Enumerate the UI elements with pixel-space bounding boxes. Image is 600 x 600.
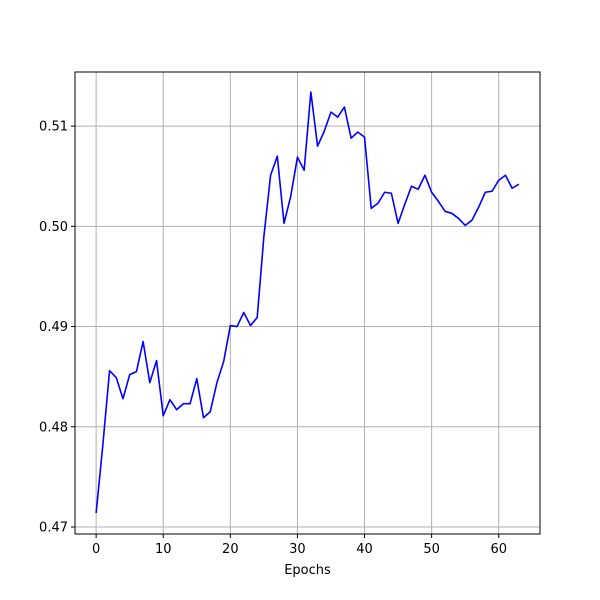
x-tick-label: 0 bbox=[92, 542, 100, 557]
x-tick-label: 30 bbox=[289, 542, 306, 557]
y-tick-label: 0.48 bbox=[39, 420, 68, 435]
series-layer bbox=[95, 91, 520, 514]
grid bbox=[75, 72, 540, 534]
y-axis: 0.47 0.48 0.49 0.50 0.51 bbox=[39, 120, 75, 535]
x-axis-label: Epochs bbox=[284, 563, 331, 578]
y-tick-label: 0.51 bbox=[39, 120, 68, 135]
x-tick-label: 20 bbox=[222, 542, 239, 557]
y-tick-label: 0.47 bbox=[39, 520, 68, 535]
x-tick-label: 10 bbox=[155, 542, 172, 557]
x-tick-label: 40 bbox=[356, 542, 373, 557]
y-tick-label: 0.49 bbox=[39, 320, 68, 335]
series-line bbox=[95, 91, 520, 514]
x-axis: 0 10 20 30 40 50 60 bbox=[92, 534, 507, 557]
plot-frame bbox=[74, 71, 541, 535]
x-tick-label: 60 bbox=[490, 542, 507, 557]
y-tick-label: 0.50 bbox=[39, 220, 68, 235]
x-tick-label: 50 bbox=[423, 542, 440, 557]
